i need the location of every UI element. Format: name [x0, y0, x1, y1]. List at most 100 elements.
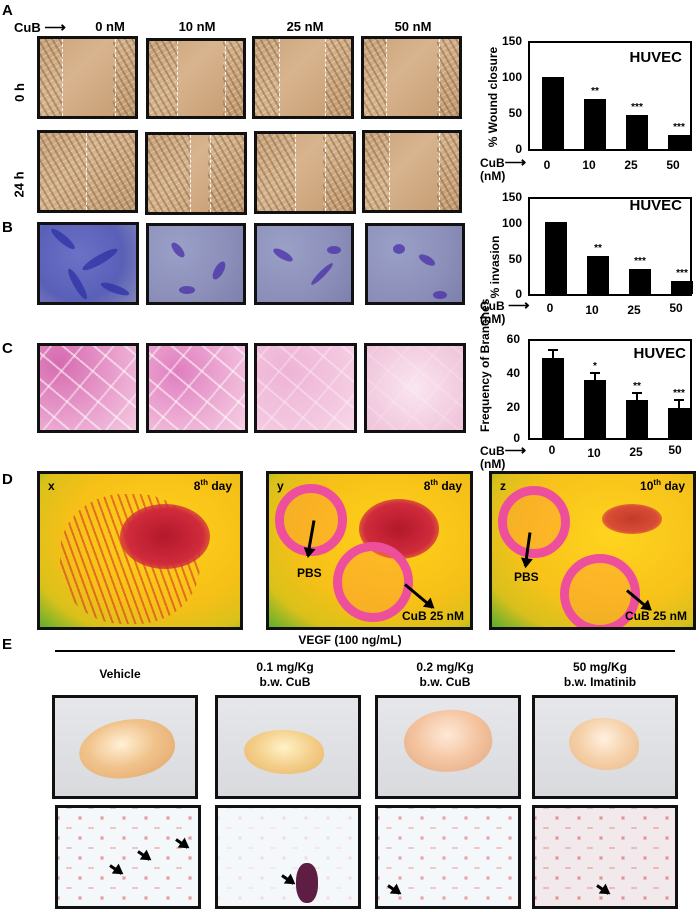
histology-vehicle	[55, 805, 201, 909]
invasion-image-10nm	[146, 223, 246, 305]
significance-marker: ***	[631, 102, 643, 113]
column-label-50: 50 nM	[394, 19, 432, 34]
cam-image-y: y 8th day PBS CuB 25 nM	[266, 471, 473, 630]
cub-label: CuB 25 nM	[401, 609, 464, 623]
chart-title: HUVEC	[633, 345, 686, 362]
y-axis-label: % Wound closure	[486, 46, 500, 148]
invasion-image-0nm	[37, 222, 139, 305]
plot-area: HUVEC ** *** ***	[528, 41, 692, 151]
column-label-25: 25 nM	[286, 19, 324, 34]
cub-ring	[560, 554, 640, 627]
tube-formation-image-25nm	[254, 343, 357, 433]
bar-25	[626, 400, 648, 438]
significance-marker: **	[633, 381, 641, 392]
y-tick: 40	[506, 366, 520, 380]
error-bar	[552, 351, 554, 358]
bar-0	[545, 222, 567, 294]
significance-marker: *	[593, 361, 597, 372]
x-axis-label: CuB ⟶ (nM)	[480, 297, 530, 326]
cub-ring	[333, 542, 413, 622]
x-tick: 0	[548, 443, 556, 457]
y-tick: 50	[508, 106, 522, 120]
arrow-icon: ⟶	[44, 19, 66, 36]
tube-formation-image-0nm	[37, 343, 139, 433]
panel-label-c: C	[2, 340, 13, 357]
bar-10	[587, 256, 609, 294]
y-tick: 0	[515, 287, 522, 301]
row-label-24h: 24 h	[11, 171, 27, 198]
treatment-label: CuB ⟶	[14, 18, 66, 36]
day-label: 8th day	[423, 478, 462, 493]
wound-image-10nm-24h	[145, 132, 247, 215]
wound-image-25nm-24h	[254, 131, 356, 214]
row-label-0h: 0 h	[11, 83, 27, 102]
bar-50	[671, 281, 693, 294]
plot-area: HUVEC * ** ***	[528, 339, 692, 440]
error-bar	[636, 394, 638, 400]
panel-label-b: B	[2, 219, 13, 236]
cub-label: CuB	[14, 20, 41, 35]
wound-image-25nm-0h	[252, 36, 354, 119]
invasion-image-50nm	[365, 223, 465, 305]
x-tick: 25	[629, 445, 643, 459]
cub-label: CuB 25 nM	[624, 609, 687, 623]
x-tick: 50	[666, 158, 680, 172]
x-tick: 10	[585, 303, 599, 317]
day-label: 10th day	[640, 478, 685, 493]
error-bar	[678, 401, 680, 408]
bar-50	[668, 135, 690, 149]
chart-invasion: % invasion 150 100 50 0 HUVEC ** *** ***…	[480, 190, 700, 345]
histology-imatinib	[532, 805, 678, 909]
pbs-ring	[498, 486, 570, 558]
panel-label-d: D	[2, 471, 13, 488]
header-divider	[55, 650, 675, 652]
wound-image-10nm-0h	[146, 38, 246, 119]
x-axis-label: CuB⟶ (nM)	[480, 154, 527, 183]
panel-label-a: A	[2, 2, 13, 19]
x-tick: 50	[669, 301, 683, 315]
significance-marker: ***	[634, 256, 646, 267]
column-label-10: 10 nM	[178, 19, 216, 34]
pbs-label: PBS	[297, 566, 322, 580]
y-tick: 150	[501, 34, 522, 48]
bar-0	[542, 77, 564, 149]
group-label-imatinib: 50 mg/Kg b.w. Imatinib	[563, 660, 637, 689]
wound-image-50nm-0h	[361, 36, 462, 119]
matrigel-plug-imatinib	[532, 695, 678, 799]
matrigel-plug-cub-0-2	[375, 695, 521, 799]
significance-marker: ***	[673, 388, 685, 399]
x-tick: 10	[587, 446, 601, 460]
cam-image-z: z 10th day PBS CuB 25 nM	[489, 471, 696, 630]
wound-image-50nm-24h	[362, 130, 462, 213]
significance-marker: ***	[673, 122, 685, 133]
day-label: 8th day	[193, 478, 232, 493]
y-tick: 0	[515, 142, 522, 156]
y-tick: 100	[501, 70, 522, 84]
chart-title: HUVEC	[629, 49, 682, 66]
cam-image-x: x 8th day	[37, 471, 243, 630]
plot-area: HUVEC ** *** ***	[528, 197, 693, 296]
y-tick: 100	[501, 216, 522, 230]
column-label-0: 0 nM	[95, 19, 125, 34]
x-tick: 25	[624, 158, 638, 172]
bar-25	[629, 269, 651, 294]
chart-title: HUVEC	[629, 197, 682, 214]
image-letter: x	[48, 479, 55, 493]
x-axis-label: CuB⟶ (nM)	[480, 442, 527, 471]
error-bar	[594, 374, 596, 380]
error-cap	[548, 349, 558, 351]
bar-25	[626, 115, 648, 149]
y-tick: 50	[508, 252, 522, 266]
x-tick: 10	[582, 158, 596, 172]
y-tick: 20	[506, 400, 520, 414]
error-cap	[674, 399, 684, 401]
chart-branches: Frequency of Branches 60 40 20 0 HUVEC *…	[470, 299, 700, 445]
invasion-image-25nm	[254, 223, 354, 305]
y-tick: 150	[501, 190, 522, 204]
histology-cub-0-2	[375, 805, 521, 909]
matrigel-plug-cub-0-1	[215, 695, 361, 799]
image-letter: y	[277, 479, 284, 493]
x-tick: 50	[668, 443, 682, 457]
vegf-header: VEGF (100 ng/mL)	[298, 633, 402, 647]
wound-image-0nm-0h	[37, 36, 138, 119]
